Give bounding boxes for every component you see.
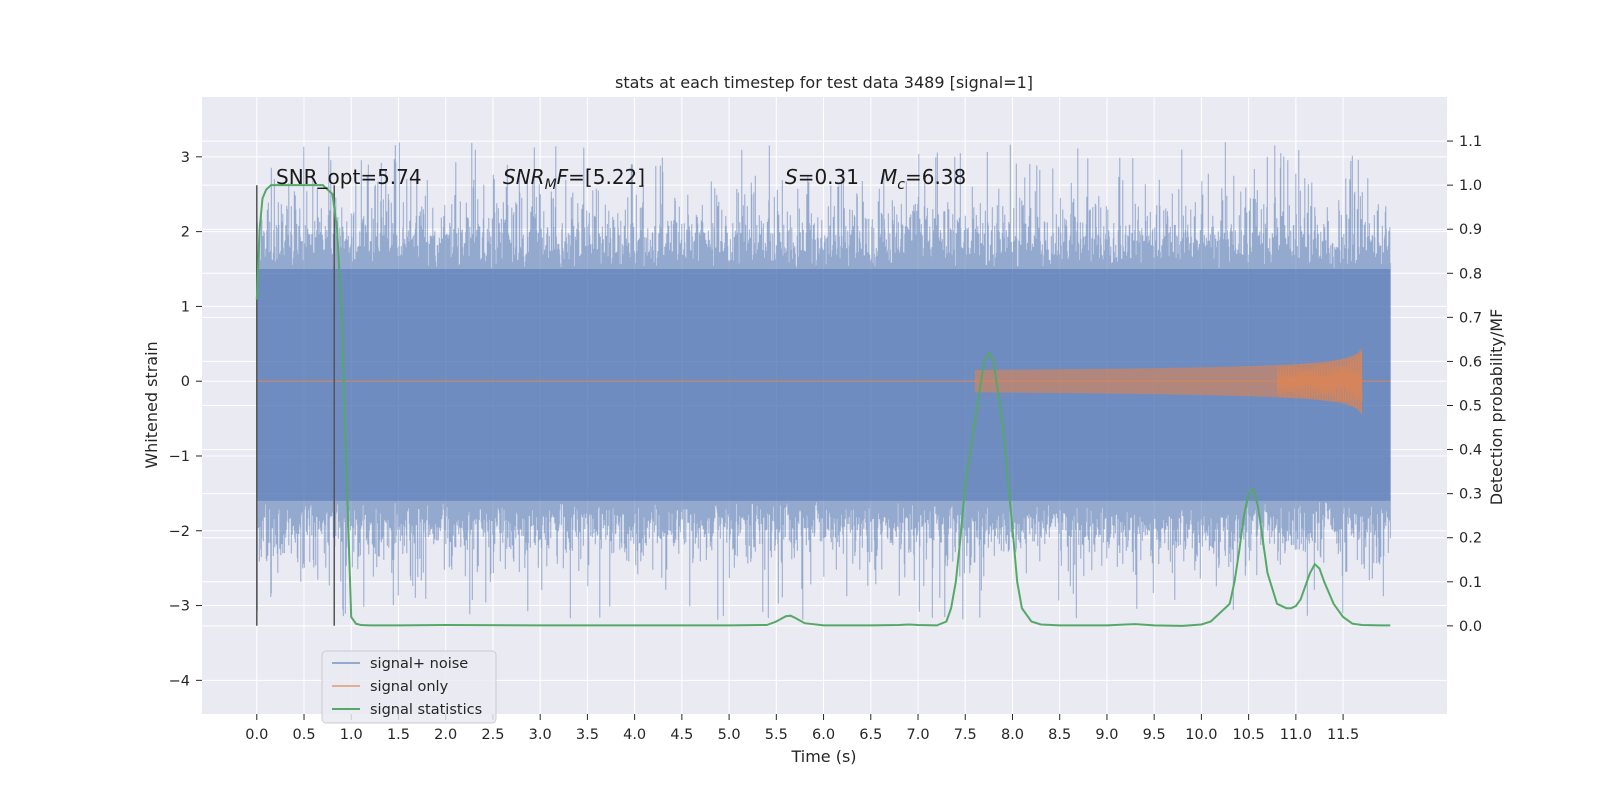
signal-only-series xyxy=(256,347,1391,415)
x-tick-label: 9.0 xyxy=(1095,727,1118,743)
x-tick-label: 4.0 xyxy=(623,727,646,743)
x-tick-label: 7.0 xyxy=(906,727,929,743)
x-tick-label: 6.0 xyxy=(812,727,835,743)
y2-tick-label: 0.8 xyxy=(1459,266,1482,282)
x-tick-label: 2.0 xyxy=(434,727,457,743)
y-tick-label: 1 xyxy=(181,299,190,315)
x-tick-label: 4.5 xyxy=(670,727,693,743)
x-tick-label: 6.5 xyxy=(859,727,882,743)
y2-tick-label: 0.3 xyxy=(1459,487,1482,503)
y2-tick-label: 0.2 xyxy=(1459,531,1482,547)
x-tick-label: 11.5 xyxy=(1327,727,1359,743)
y-tick-label: −3 xyxy=(169,599,190,615)
y2-tick-label: 1.1 xyxy=(1459,134,1482,150)
time-markers xyxy=(256,185,335,626)
legend-box xyxy=(321,650,497,724)
annotation-snr-mf-value: =[5.22] xyxy=(568,165,645,189)
legend: signal+ noise signal only signal statist… xyxy=(321,650,497,724)
y-tick-label: 3 xyxy=(181,150,190,166)
annotation-snr-mf-main: SNR xyxy=(503,165,545,189)
y2-tick-label: 0.9 xyxy=(1459,222,1482,238)
x-tick-label: 11.0 xyxy=(1280,727,1312,743)
x-tick-label: 8.0 xyxy=(1001,727,1024,743)
x-tick-label: 3.5 xyxy=(576,727,599,743)
annotation-mc: Mc=6.38 xyxy=(880,165,966,193)
x-tick-label: 1.0 xyxy=(340,727,363,743)
x-tick-label: 8.5 xyxy=(1048,727,1071,743)
annotation-mc-sub: c xyxy=(897,177,905,193)
y-axis-label: Whitened strain xyxy=(142,341,161,468)
annotations: SNR_opt=5.74 SNRMF=[5.22] S=0.31 Mc=6.38 xyxy=(276,165,966,193)
x-tick-label: 2.5 xyxy=(481,727,504,743)
x-tick-label: 10.5 xyxy=(1232,727,1264,743)
annotation-snr-opt: SNR_opt=5.74 xyxy=(276,165,422,189)
x-tick-label: 7.5 xyxy=(954,727,977,743)
annotation-snr-mf-sub: M xyxy=(545,177,557,193)
annotation-snr-mf: SNRMF=[5.22] xyxy=(503,165,645,193)
x-tick-label: 0.5 xyxy=(292,727,315,743)
annotation-snr-mf-tail: F xyxy=(557,165,569,189)
y-tick-label: 2 xyxy=(181,225,190,241)
y2-tick-label: 0.0 xyxy=(1459,619,1482,635)
x-axis-label: Time (s) xyxy=(790,747,856,766)
y2-tick-label: 0.4 xyxy=(1459,443,1482,459)
annotation-s: S=0.31 xyxy=(785,165,859,189)
x-tick-label: 0.0 xyxy=(245,727,268,743)
legend-label-signal-only: signal only xyxy=(370,679,449,695)
y-tick-label: −2 xyxy=(169,524,190,540)
annotation-s-value: =0.31 xyxy=(798,165,859,189)
x-tick-label: 5.0 xyxy=(718,727,741,743)
y-tick-label: −4 xyxy=(169,673,190,689)
y-tick-label: 0 xyxy=(181,374,190,390)
y2-tick-label: 1.0 xyxy=(1459,178,1482,194)
legend-label-signal-noise: signal+ noise xyxy=(370,656,468,672)
signal-statistics-series xyxy=(255,184,1391,627)
x-tick-label: 9.5 xyxy=(1143,727,1166,743)
y2-axis-label: Detection probability/MF xyxy=(1487,309,1506,506)
x-tick-label: 1.5 xyxy=(387,727,410,743)
y-tick-label: −1 xyxy=(169,449,190,465)
legend-label-signal-statistics: signal statistics xyxy=(370,702,482,718)
annotation-mc-main: M xyxy=(880,165,897,189)
x-tick-label: 3.0 xyxy=(529,727,552,743)
y2-axis-ticks: 1.1 1.0 0.9 0.8 0.7 0.6 0.5 0.4 0.3 0.2 0.1 0.0 xyxy=(1447,134,1482,635)
y2-tick-label: 0.6 xyxy=(1459,354,1482,370)
x-tick-label: 10.0 xyxy=(1185,727,1217,743)
x-axis-ticks: 0.0 0.5 1.0 1.5 2.0 2.5 3.0 3.5 4.0 4.5 5.0 5.5 6.0 6… xyxy=(245,714,1359,743)
x-tick-label: 5.5 xyxy=(765,727,788,743)
chart-title: stats at each timestep for test data 348… xyxy=(615,73,1033,92)
signal-chirp-envelope xyxy=(974,347,1362,415)
annotation-mc-value: =6.38 xyxy=(905,165,966,189)
y2-tick-label: 0.7 xyxy=(1459,310,1482,326)
y2-tick-label: 0.1 xyxy=(1459,575,1482,591)
y2-tick-label: 0.5 xyxy=(1459,399,1482,415)
annotation-s-main: S xyxy=(785,165,798,189)
y-axis-ticks: 3 2 1 0 −1 −2 −3 −4 xyxy=(169,150,202,689)
signal-chirp-oscillation xyxy=(1276,352,1363,414)
signal-statistics-line xyxy=(255,184,1391,627)
